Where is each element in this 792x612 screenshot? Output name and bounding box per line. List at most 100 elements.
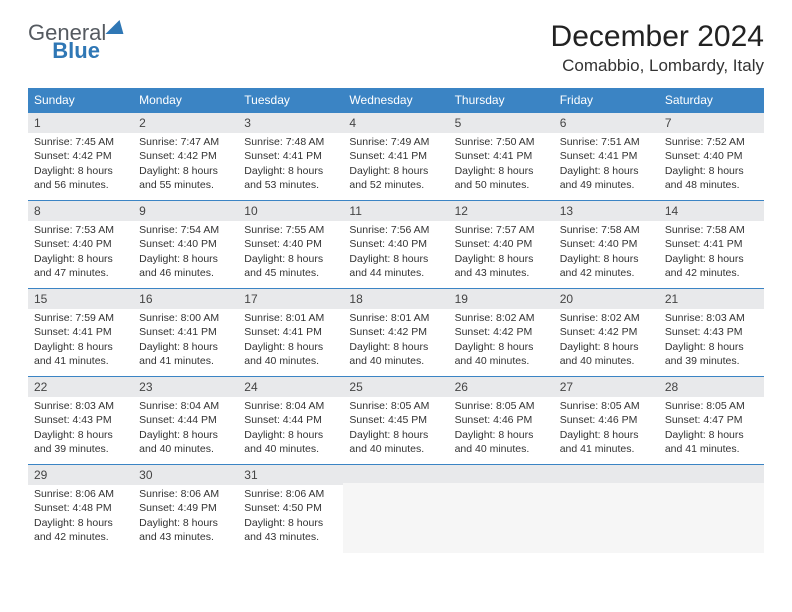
sunrise-text: Sunrise: 8:04 AM	[139, 399, 232, 413]
calendar-week-row: 1Sunrise: 7:45 AMSunset: 4:42 PMDaylight…	[28, 113, 764, 201]
daylight-text-2: and 53 minutes.	[244, 178, 337, 192]
day-details: Sunrise: 7:50 AMSunset: 4:41 PMDaylight:…	[449, 133, 554, 198]
calendar-day-cell: 1Sunrise: 7:45 AMSunset: 4:42 PMDaylight…	[28, 113, 133, 201]
sunrise-text: Sunrise: 7:53 AM	[34, 223, 127, 237]
sunrise-text: Sunrise: 7:51 AM	[560, 135, 653, 149]
page-header: General Blue December 2024 Comabbio, Lom…	[28, 20, 764, 76]
daylight-text-2: and 41 minutes.	[665, 442, 758, 456]
day-details: Sunrise: 7:59 AMSunset: 4:41 PMDaylight:…	[28, 309, 133, 374]
calendar-day-cell: 3Sunrise: 7:48 AMSunset: 4:41 PMDaylight…	[238, 113, 343, 201]
calendar-day-cell: 10Sunrise: 7:55 AMSunset: 4:40 PMDayligh…	[238, 201, 343, 289]
daylight-text-2: and 39 minutes.	[34, 442, 127, 456]
sunrise-text: Sunrise: 7:49 AM	[349, 135, 442, 149]
calendar-day-cell: 9Sunrise: 7:54 AMSunset: 4:40 PMDaylight…	[133, 201, 238, 289]
sunset-text: Sunset: 4:47 PM	[665, 413, 758, 427]
sunset-text: Sunset: 4:48 PM	[34, 501, 127, 515]
day-details: Sunrise: 8:01 AMSunset: 4:42 PMDaylight:…	[343, 309, 448, 374]
sunrise-text: Sunrise: 8:04 AM	[244, 399, 337, 413]
day-number: 24	[238, 377, 343, 397]
day-details: Sunrise: 7:45 AMSunset: 4:42 PMDaylight:…	[28, 133, 133, 198]
day-header: Saturday	[659, 88, 764, 113]
sunrise-text: Sunrise: 7:54 AM	[139, 223, 232, 237]
sunrise-text: Sunrise: 7:58 AM	[665, 223, 758, 237]
calendar-day-cell: 13Sunrise: 7:58 AMSunset: 4:40 PMDayligh…	[554, 201, 659, 289]
sunrise-text: Sunrise: 8:02 AM	[560, 311, 653, 325]
day-number: 16	[133, 289, 238, 309]
sunset-text: Sunset: 4:49 PM	[139, 501, 232, 515]
sunset-text: Sunset: 4:42 PM	[34, 149, 127, 163]
sunset-text: Sunset: 4:41 PM	[139, 325, 232, 339]
daylight-text-2: and 41 minutes.	[560, 442, 653, 456]
sunrise-text: Sunrise: 8:06 AM	[34, 487, 127, 501]
day-number: 10	[238, 201, 343, 221]
sunset-text: Sunset: 4:46 PM	[455, 413, 548, 427]
day-number: 5	[449, 113, 554, 133]
sunset-text: Sunset: 4:46 PM	[560, 413, 653, 427]
daylight-text-2: and 40 minutes.	[244, 442, 337, 456]
daylight-text-2: and 43 minutes.	[455, 266, 548, 280]
day-number-empty	[449, 465, 554, 483]
calendar-day-cell: 26Sunrise: 8:05 AMSunset: 4:46 PMDayligh…	[449, 377, 554, 465]
day-details: Sunrise: 8:05 AMSunset: 4:47 PMDaylight:…	[659, 397, 764, 462]
calendar-day-cell: 22Sunrise: 8:03 AMSunset: 4:43 PMDayligh…	[28, 377, 133, 465]
day-number: 30	[133, 465, 238, 485]
daylight-text-2: and 49 minutes.	[560, 178, 653, 192]
daylight-text-1: Daylight: 8 hours	[139, 252, 232, 266]
day-number: 29	[28, 465, 133, 485]
daylight-text-1: Daylight: 8 hours	[349, 340, 442, 354]
daylight-text-2: and 55 minutes.	[139, 178, 232, 192]
sunset-text: Sunset: 4:41 PM	[349, 149, 442, 163]
day-details: Sunrise: 7:49 AMSunset: 4:41 PMDaylight:…	[343, 133, 448, 198]
sunset-text: Sunset: 4:40 PM	[139, 237, 232, 251]
sunrise-text: Sunrise: 8:03 AM	[665, 311, 758, 325]
daylight-text-2: and 40 minutes.	[349, 354, 442, 368]
brand-logo: General Blue	[28, 20, 176, 46]
title-block: December 2024 Comabbio, Lombardy, Italy	[551, 20, 764, 76]
daylight-text-1: Daylight: 8 hours	[139, 428, 232, 442]
day-details: Sunrise: 8:05 AMSunset: 4:46 PMDaylight:…	[554, 397, 659, 462]
daylight-text-2: and 41 minutes.	[34, 354, 127, 368]
daylight-text-1: Daylight: 8 hours	[560, 340, 653, 354]
day-number: 28	[659, 377, 764, 397]
calendar-week-row: 22Sunrise: 8:03 AMSunset: 4:43 PMDayligh…	[28, 377, 764, 465]
daylight-text-1: Daylight: 8 hours	[349, 252, 442, 266]
day-details: Sunrise: 8:02 AMSunset: 4:42 PMDaylight:…	[554, 309, 659, 374]
daylight-text-2: and 43 minutes.	[244, 530, 337, 544]
day-details: Sunrise: 8:05 AMSunset: 4:45 PMDaylight:…	[343, 397, 448, 462]
calendar-day-cell	[449, 465, 554, 554]
sunrise-text: Sunrise: 7:52 AM	[665, 135, 758, 149]
daylight-text-1: Daylight: 8 hours	[455, 252, 548, 266]
daylight-text-2: and 41 minutes.	[139, 354, 232, 368]
daylight-text-2: and 44 minutes.	[349, 266, 442, 280]
day-number: 21	[659, 289, 764, 309]
daylight-text-1: Daylight: 8 hours	[455, 164, 548, 178]
day-number-empty	[659, 465, 764, 483]
daylight-text-1: Daylight: 8 hours	[244, 516, 337, 530]
daylight-text-1: Daylight: 8 hours	[139, 164, 232, 178]
sunset-text: Sunset: 4:40 PM	[349, 237, 442, 251]
sunset-text: Sunset: 4:40 PM	[560, 237, 653, 251]
daylight-text-1: Daylight: 8 hours	[34, 340, 127, 354]
daylight-text-2: and 40 minutes.	[455, 354, 548, 368]
calendar-day-cell: 21Sunrise: 8:03 AMSunset: 4:43 PMDayligh…	[659, 289, 764, 377]
day-header: Sunday	[28, 88, 133, 113]
calendar-day-cell: 28Sunrise: 8:05 AMSunset: 4:47 PMDayligh…	[659, 377, 764, 465]
daylight-text-1: Daylight: 8 hours	[349, 428, 442, 442]
daylight-text-1: Daylight: 8 hours	[139, 340, 232, 354]
daylight-text-1: Daylight: 8 hours	[560, 252, 653, 266]
daylight-text-1: Daylight: 8 hours	[244, 252, 337, 266]
daylight-text-1: Daylight: 8 hours	[349, 164, 442, 178]
day-header: Wednesday	[343, 88, 448, 113]
day-header-row: Sunday Monday Tuesday Wednesday Thursday…	[28, 88, 764, 113]
day-details: Sunrise: 7:48 AMSunset: 4:41 PMDaylight:…	[238, 133, 343, 198]
sunset-text: Sunset: 4:42 PM	[560, 325, 653, 339]
day-number: 6	[554, 113, 659, 133]
day-details: Sunrise: 8:06 AMSunset: 4:48 PMDaylight:…	[28, 485, 133, 550]
daylight-text-2: and 42 minutes.	[665, 266, 758, 280]
daylight-text-2: and 40 minutes.	[455, 442, 548, 456]
calendar-day-cell: 16Sunrise: 8:00 AMSunset: 4:41 PMDayligh…	[133, 289, 238, 377]
sunset-text: Sunset: 4:41 PM	[34, 325, 127, 339]
day-number: 2	[133, 113, 238, 133]
sunrise-text: Sunrise: 8:05 AM	[349, 399, 442, 413]
day-details: Sunrise: 8:05 AMSunset: 4:46 PMDaylight:…	[449, 397, 554, 462]
